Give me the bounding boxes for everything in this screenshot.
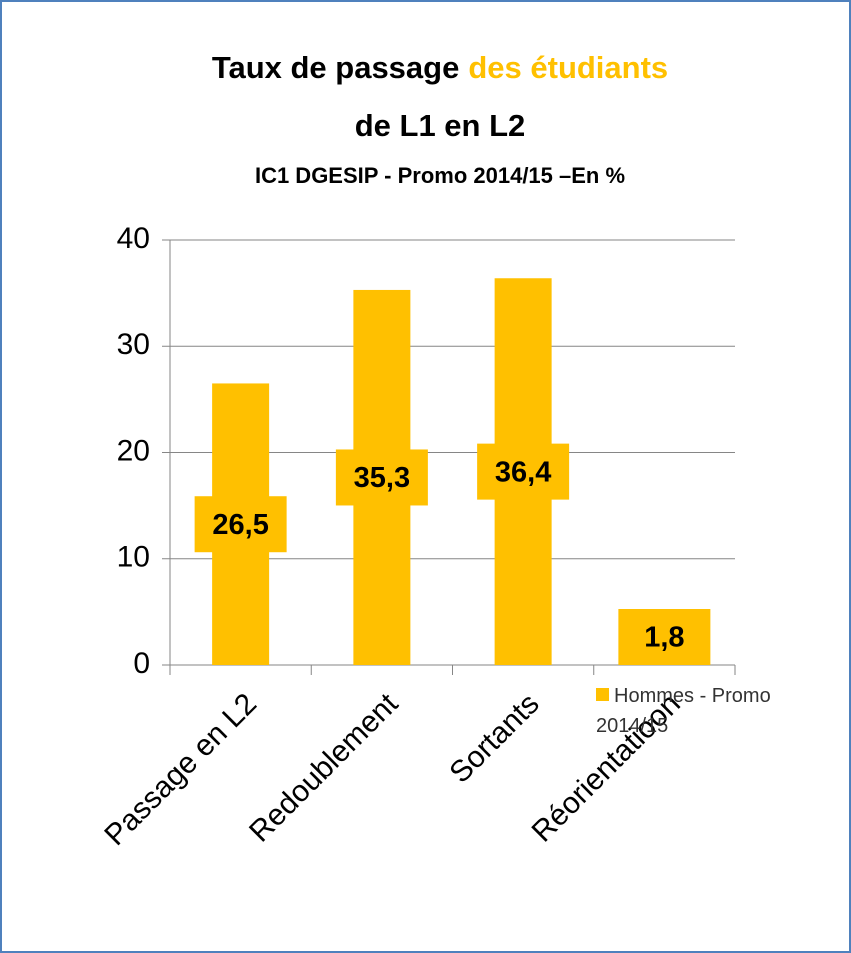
x-tick-label: Redoublement <box>243 687 405 849</box>
y-tick-label: 0 <box>133 647 150 680</box>
data-label: 35,3 <box>354 462 410 494</box>
data-label-bg <box>618 609 711 665</box>
title-part: Taux de passage <box>212 50 460 85</box>
y-tick-label: 10 <box>117 541 150 574</box>
legend-label: Hommes - Promo 2014/15 <box>596 685 771 737</box>
legend-swatch <box>596 688 609 701</box>
legend: Hommes - Promo 2014/15 <box>596 681 806 741</box>
y-tick-label: 30 <box>117 328 150 361</box>
x-tick-label: Passage en L2 <box>98 687 263 852</box>
x-tick-label: Sortants <box>443 687 545 789</box>
data-label: 36,4 <box>495 456 551 488</box>
chart-title: Taux de passage des étudiants <box>212 50 668 85</box>
data-label: 1,8 <box>644 622 684 654</box>
data-label-bg <box>335 449 428 506</box>
data-label: 26,5 <box>212 509 268 541</box>
chart-subtitle: IC1 DGESIP - Promo 2014/15 –En % <box>255 163 625 188</box>
title-part: des étudiants <box>468 50 668 85</box>
data-label-bg <box>477 443 570 500</box>
data-label-bg <box>194 496 287 553</box>
chart-title: de L1 en L2 <box>355 108 526 143</box>
y-tick-label: 20 <box>117 434 150 467</box>
y-tick-label: 40 <box>117 222 150 255</box>
